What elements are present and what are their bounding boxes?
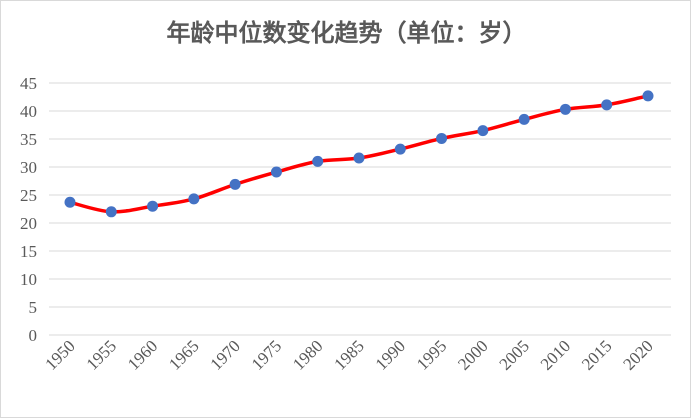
data-point-2010 [559,103,571,115]
data-point-2000 [477,125,489,137]
gridlines [49,82,671,336]
data-point-1965 [188,193,200,205]
x-tick-label-1980: 1980 [289,336,326,373]
data-point-1980 [312,155,324,167]
data-point-1985 [353,152,365,164]
data-point-2015 [601,99,613,111]
x-tick-label-1990: 1990 [372,336,409,373]
data-point-1995 [436,132,448,144]
x-tick-label-2005: 2005 [495,336,532,373]
x-tick-label-2015: 2015 [578,336,615,373]
x-tick-label-1970: 1970 [206,336,243,373]
y-tick-label-35: 35 [20,130,37,149]
x-tick-label-1960: 1960 [124,336,161,373]
y-tick-label-40: 40 [20,102,37,121]
data-point-2005 [518,113,530,125]
chart-title: 年龄中位数变化趋势（单位：岁） [166,18,527,47]
y-tick-label-30: 30 [20,158,37,177]
x-tick-label-1950: 1950 [41,336,78,373]
data-point-1975 [270,166,282,178]
data-point-1955 [105,206,117,218]
y-tick-label-0: 0 [29,326,38,345]
data-point-1970 [229,178,241,190]
x-tick-label-1985: 1985 [330,336,367,373]
data-point-1990 [394,143,406,155]
x-tick-label-2020: 2020 [619,336,656,373]
y-tick-label-10: 10 [20,270,37,289]
data-point-1950 [64,196,76,208]
x-tick-label-2010: 2010 [537,336,574,373]
y-tick-label-5: 5 [29,298,38,317]
data-point-1960 [147,200,159,212]
x-tick-label-1995: 1995 [413,336,450,373]
x-tick-label-2000: 2000 [454,336,491,373]
x-tick-label-1955: 1955 [83,336,120,373]
y-tick-label-25: 25 [20,186,37,205]
y-tick-label-45: 45 [20,74,37,93]
x-tick-label-1975: 1975 [248,336,285,373]
y-tick-label-20: 20 [20,214,37,233]
x-axis-tick-labels: 1950 1955 1960 1965 1970 1975 1980 1985 1990 1995… [41,336,656,373]
y-axis-tick-labels: 0 5 10 15 20 25 30 35 40 45 [20,74,37,345]
y-tick-label-15: 15 [20,242,37,261]
series-layer [64,90,654,218]
x-tick-label-1965: 1965 [165,336,202,373]
data-point-2020 [642,90,654,102]
